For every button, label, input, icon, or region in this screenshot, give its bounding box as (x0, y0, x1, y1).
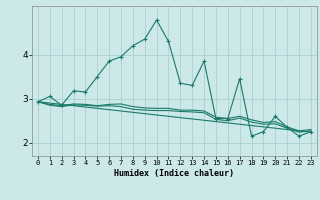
X-axis label: Humidex (Indice chaleur): Humidex (Indice chaleur) (115, 169, 234, 178)
